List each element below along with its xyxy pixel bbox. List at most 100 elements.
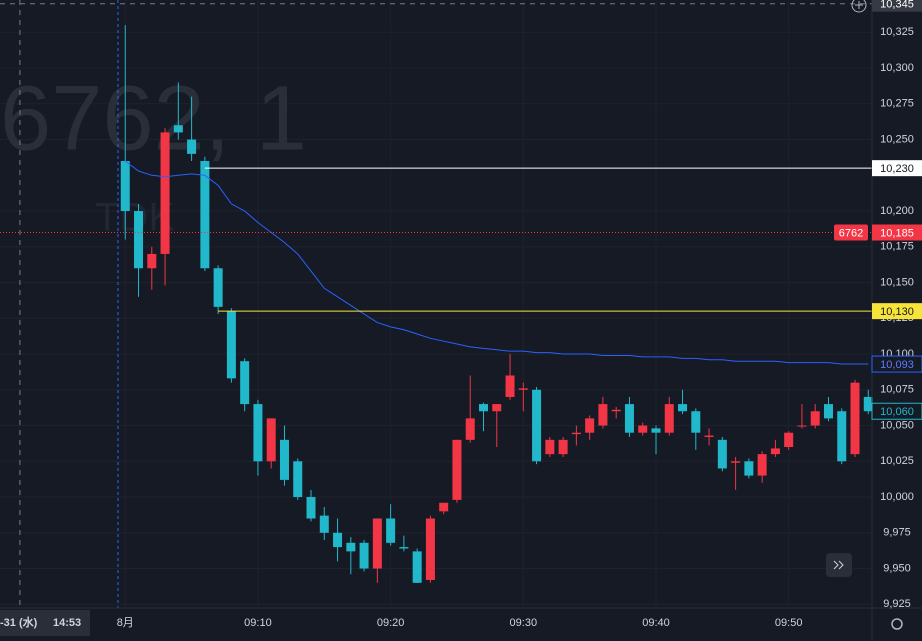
date-box bbox=[0, 610, 90, 636]
candle-body bbox=[571, 432, 581, 435]
candle-body bbox=[651, 428, 661, 433]
y-tick-label: 10,025 bbox=[880, 455, 914, 467]
time-label: 14:53 bbox=[53, 617, 81, 629]
candle-body bbox=[479, 404, 489, 412]
y-tick-label: 9,975 bbox=[883, 527, 911, 539]
add-button[interactable] bbox=[851, 0, 867, 13]
candle-body bbox=[532, 389, 542, 462]
x-tick-label: 09:10 bbox=[244, 617, 272, 629]
price-line-label-box bbox=[872, 303, 922, 320]
symbol-label: 6762 bbox=[839, 227, 863, 239]
candle-body bbox=[240, 361, 250, 405]
candle-body bbox=[585, 418, 595, 433]
candle-body bbox=[293, 461, 303, 498]
candle-body bbox=[359, 542, 369, 569]
x-tick-label: 09:40 bbox=[642, 617, 670, 629]
x-tick-label: 09:50 bbox=[775, 617, 803, 629]
add-icon bbox=[855, 1, 863, 9]
candle-body bbox=[306, 497, 316, 519]
scroll-icon bbox=[833, 560, 844, 570]
candle-body bbox=[266, 418, 276, 462]
crosshair-label: 10,345 bbox=[880, 0, 914, 11]
candle-body bbox=[465, 418, 475, 440]
candle-body bbox=[187, 139, 197, 154]
price-line-label: 10,130 bbox=[880, 306, 914, 318]
y-tick-label: 10,300 bbox=[880, 62, 914, 74]
candle-body bbox=[797, 425, 807, 427]
crosshair-label-box bbox=[872, 0, 922, 12]
last-price-label: 10,060 bbox=[880, 406, 914, 418]
y-tick-label: 10,275 bbox=[880, 98, 914, 110]
candle-body bbox=[518, 388, 528, 390]
candle-body bbox=[425, 518, 435, 580]
candle-body bbox=[200, 161, 210, 269]
candle-body bbox=[744, 461, 754, 476]
candle-body bbox=[837, 411, 847, 462]
candle-body bbox=[120, 161, 130, 212]
y-tick-label: 9,925 bbox=[883, 598, 911, 610]
candle-body bbox=[638, 425, 648, 433]
candle-body bbox=[770, 448, 780, 455]
candle-body bbox=[598, 404, 608, 426]
candle-body bbox=[160, 132, 170, 254]
candle-body bbox=[850, 382, 860, 455]
scroll-button[interactable] bbox=[826, 553, 852, 577]
plot bbox=[0, 0, 873, 608]
y-tick-label: 9,950 bbox=[883, 562, 911, 574]
y-tick-label: 10,075 bbox=[880, 384, 914, 396]
last-price-label-box bbox=[871, 402, 922, 420]
watermark: 6762, 1 bbox=[0, 67, 307, 169]
candle-body bbox=[810, 411, 820, 426]
candle-body bbox=[173, 125, 183, 133]
candle-body bbox=[757, 454, 767, 476]
y-tick-label: 10,200 bbox=[880, 205, 914, 217]
candle-body bbox=[664, 404, 674, 433]
candle-body bbox=[823, 404, 833, 419]
candle-body bbox=[147, 253, 157, 269]
candle-body bbox=[505, 375, 515, 397]
candle-body bbox=[213, 268, 223, 307]
candle-body bbox=[134, 211, 144, 269]
candle-body bbox=[863, 396, 873, 412]
candle-body bbox=[731, 461, 741, 463]
candle-body bbox=[439, 502, 449, 512]
candle-body bbox=[717, 439, 727, 469]
candle-body bbox=[386, 518, 396, 543]
overlay-label: 10,093 bbox=[880, 359, 914, 371]
x-tick-label: 8月 bbox=[117, 617, 134, 629]
y-tick-label: 10,050 bbox=[880, 419, 914, 431]
y-tick-label: 10,150 bbox=[880, 276, 914, 288]
x-tick-label: 09:30 bbox=[510, 617, 538, 629]
overlay-label-box bbox=[871, 355, 922, 373]
settings-button[interactable] bbox=[891, 618, 903, 630]
symbol-box bbox=[834, 224, 868, 241]
candle-body bbox=[452, 439, 462, 500]
candle-body bbox=[319, 515, 329, 533]
x-tick-label: 09:20 bbox=[377, 617, 405, 629]
candle-body bbox=[691, 411, 701, 433]
candle-body bbox=[678, 404, 688, 412]
candle-body bbox=[624, 404, 634, 433]
candle-body bbox=[226, 311, 236, 379]
y-tick-label: 10,175 bbox=[880, 241, 914, 253]
price-line-label: 10,185 bbox=[880, 227, 914, 239]
candle-body bbox=[333, 532, 343, 548]
candle-body bbox=[399, 547, 409, 549]
y-tick-label: 10,250 bbox=[880, 133, 914, 145]
candle-body bbox=[492, 404, 502, 412]
candle-body bbox=[704, 435, 714, 437]
date-label: -31 (水) bbox=[0, 615, 38, 629]
candle-body bbox=[372, 518, 382, 569]
candle-body bbox=[784, 432, 794, 447]
candle-body bbox=[412, 551, 422, 583]
candle-body bbox=[545, 439, 555, 455]
price-line-label-box bbox=[872, 224, 922, 241]
grid bbox=[0, 0, 872, 608]
price-line-label: 10,230 bbox=[880, 163, 914, 175]
candle-body bbox=[558, 439, 568, 455]
y-tick-label: 10,325 bbox=[880, 26, 914, 38]
